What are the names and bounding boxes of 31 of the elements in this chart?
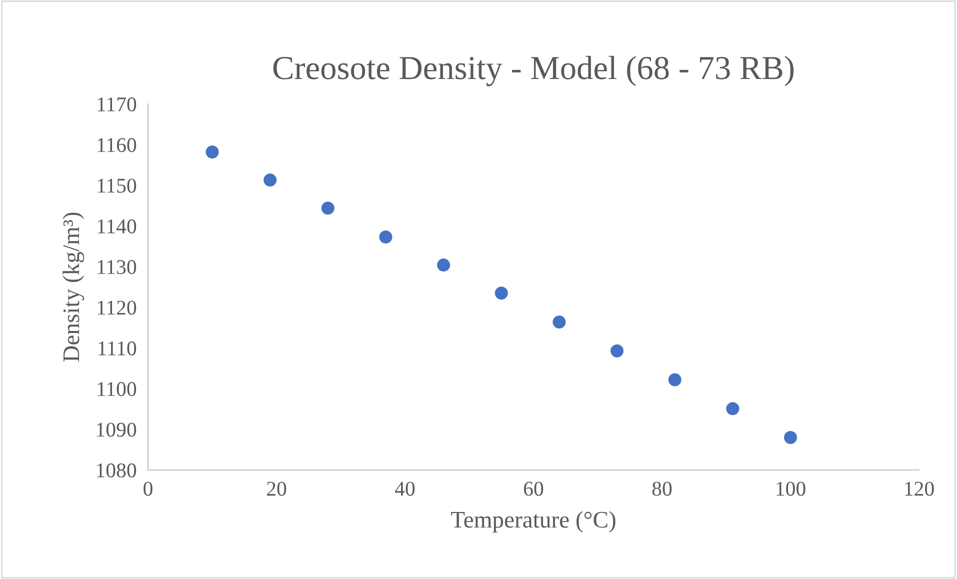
y-tick-label: 1130 bbox=[98, 260, 136, 274]
y-tick-label: 1120 bbox=[98, 300, 136, 315]
point bbox=[494, 286, 508, 300]
point bbox=[784, 430, 798, 444]
x-tick-label: 80 bbox=[652, 482, 672, 496]
y-tick-label: 1170 bbox=[98, 97, 136, 112]
point bbox=[726, 402, 740, 416]
y-tick-label: 1080 bbox=[97, 463, 136, 478]
x-tick-label: 20 bbox=[267, 482, 286, 496]
point bbox=[610, 344, 624, 358]
x-tick-label: 120 bbox=[905, 482, 934, 496]
x-tick-label: 0 bbox=[144, 482, 152, 496]
y-axis-title: Density (kg/m³) bbox=[62, 212, 84, 362]
point bbox=[379, 230, 392, 244]
y-tick-label: 1100 bbox=[98, 382, 136, 396]
x-axis-title: Temperature (°C) bbox=[451, 511, 616, 533]
y-tick-label: 1160 bbox=[98, 138, 136, 152]
y-tick-label: 1140 bbox=[98, 219, 136, 234]
point bbox=[668, 373, 682, 386]
point bbox=[264, 174, 277, 187]
y-tick-label: 1110 bbox=[98, 341, 136, 356]
y-tick-label: 1150 bbox=[98, 178, 136, 193]
x-tick-label: 60 bbox=[524, 482, 544, 496]
point bbox=[552, 315, 566, 328]
x-tick-label: 100 bbox=[776, 482, 806, 496]
point bbox=[206, 145, 219, 158]
point bbox=[321, 202, 334, 215]
chart-title: Creosote Density - Model (68 - 73 RB) bbox=[273, 56, 794, 86]
y-tick-label: 1090 bbox=[97, 422, 136, 437]
point bbox=[437, 258, 450, 272]
x-tick-label: 40 bbox=[394, 482, 415, 496]
